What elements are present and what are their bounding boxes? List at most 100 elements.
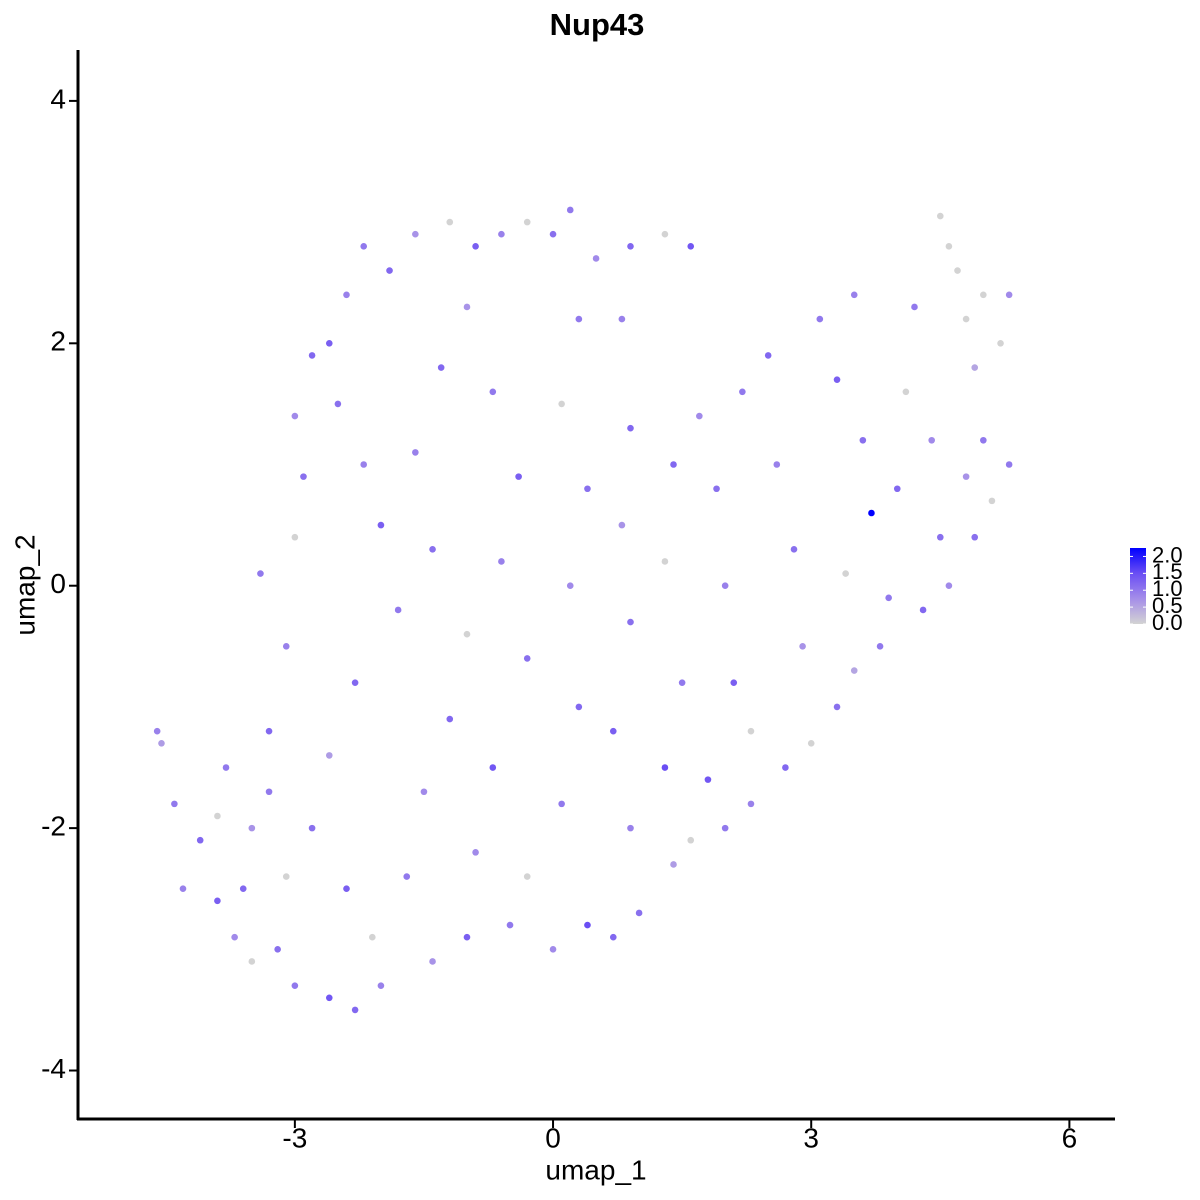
cell-point <box>850 291 858 299</box>
cell-point <box>274 946 281 953</box>
cell-point <box>498 558 505 565</box>
cell-point <box>300 473 307 480</box>
cell-point <box>412 449 419 456</box>
cell-point <box>282 873 290 880</box>
cell-point <box>343 291 350 299</box>
x-tick-label: 6 <box>1062 1122 1078 1153</box>
cell-point <box>635 909 643 917</box>
cell-point <box>429 546 436 553</box>
cell-point <box>222 764 230 771</box>
cell-point <box>463 630 471 638</box>
cell-point <box>678 679 686 686</box>
cell-point <box>248 958 256 965</box>
cell-point <box>739 388 746 396</box>
cell-point <box>945 243 953 250</box>
cell-point <box>351 1006 359 1014</box>
cell-point <box>687 836 695 844</box>
cell-point <box>248 824 256 832</box>
cell-point <box>773 461 781 468</box>
cell-point <box>575 315 583 323</box>
cell-point <box>704 776 712 783</box>
cell-point <box>429 958 436 965</box>
cell-point <box>790 546 798 553</box>
cell-point <box>334 400 342 408</box>
cell-point <box>214 812 221 820</box>
cell-point <box>558 800 565 808</box>
y-tick-label: -2 <box>41 811 66 842</box>
cell-point <box>265 727 273 735</box>
y-tick-label: 2 <box>50 326 66 357</box>
cell-point <box>997 340 1004 347</box>
cell-point <box>196 836 204 844</box>
cell-point <box>661 558 669 565</box>
cell-point <box>954 267 961 274</box>
colorbar-tick-label: 1.5 <box>1152 559 1183 584</box>
cell-point <box>747 800 755 808</box>
cell-point <box>231 933 238 941</box>
cell-point <box>687 243 695 250</box>
chart-title: Nup43 <box>550 7 645 42</box>
cell-point <box>1005 291 1013 299</box>
cell-point <box>893 485 901 493</box>
cell-point <box>962 315 970 323</box>
cell-point <box>945 582 953 590</box>
x-tick-label: 3 <box>803 1122 819 1153</box>
cell-point <box>721 824 729 832</box>
cell-point <box>713 485 720 493</box>
cell-point <box>179 885 187 893</box>
cell-point <box>919 606 927 614</box>
cell-point <box>158 739 165 747</box>
cell-point <box>584 485 591 493</box>
cell-point <box>498 230 505 238</box>
colorbar-tick-label: 0.5 <box>1152 593 1183 618</box>
cell-point <box>463 933 471 941</box>
cell-point <box>730 679 738 686</box>
cell-point <box>876 643 884 650</box>
cell-point <box>351 679 359 686</box>
cell-point <box>523 655 531 662</box>
colorbar-tick-label: 1.0 <box>1152 576 1183 601</box>
y-axis-label: umap_2 <box>9 534 40 635</box>
cell-point <box>325 340 333 347</box>
cell-point <box>661 230 669 238</box>
cell-point <box>696 412 703 420</box>
cell-point <box>670 461 677 468</box>
cell-point <box>506 921 514 929</box>
cell-point <box>962 473 970 480</box>
cell-point <box>971 533 979 541</box>
cell-point <box>282 643 290 650</box>
cell-point <box>291 412 299 420</box>
cell-point <box>661 764 669 771</box>
cell-point <box>971 364 979 371</box>
cell-point <box>721 582 729 590</box>
cell-point <box>627 424 634 432</box>
cell-point <box>816 315 824 323</box>
cell-point <box>549 230 557 238</box>
cell-point <box>386 267 393 274</box>
cell-point <box>420 788 428 796</box>
cell-point <box>584 921 591 929</box>
cell-point <box>859 436 867 444</box>
cell-point <box>515 473 522 480</box>
cell-point <box>807 739 815 747</box>
cell-point <box>799 643 806 650</box>
cell-point <box>627 243 634 250</box>
cell-point <box>257 570 264 577</box>
cell-point <box>592 255 600 262</box>
cell-point <box>214 897 221 905</box>
cell-point <box>437 364 445 371</box>
cell-point <box>618 521 626 529</box>
cell-point <box>842 570 849 577</box>
cell-point <box>609 727 617 735</box>
cell-point <box>171 800 178 808</box>
cell-point <box>850 667 858 674</box>
cell-point <box>463 303 471 311</box>
y-tick-label: -4 <box>41 1053 66 1084</box>
cell-point <box>575 703 583 711</box>
y-tick-label: 0 <box>50 568 66 599</box>
x-axis-label: umap_1 <box>545 1154 646 1185</box>
cell-point <box>489 764 497 771</box>
cell-point <box>928 436 935 444</box>
cell-point <box>523 218 531 226</box>
cell-point <box>902 388 910 396</box>
